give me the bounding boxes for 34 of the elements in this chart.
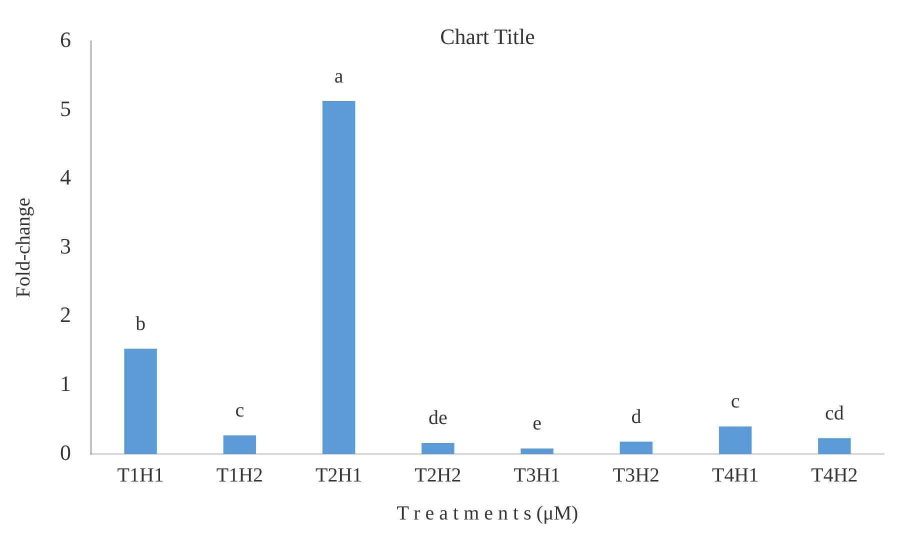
bar <box>718 426 752 454</box>
annotation: e <box>532 412 542 435</box>
bar <box>223 435 256 454</box>
x-tick-label: T3H1 <box>514 464 560 486</box>
x-tick-label: T1H1 <box>117 464 164 486</box>
y-axis-title: Fold-change <box>12 198 34 298</box>
annotation: a <box>334 65 344 88</box>
annotation: d <box>631 406 642 428</box>
x-tick-label: T2H2 <box>414 464 462 486</box>
bar <box>520 448 554 454</box>
annotation: c <box>730 390 740 413</box>
y-tick-label: 3 <box>60 233 71 258</box>
x-tick-label: T4H1 <box>712 464 759 486</box>
x-tick-label: T1H2 <box>216 464 264 486</box>
x-tick-label: T3H2 <box>612 464 660 486</box>
x-tick-label: T2H1 <box>315 464 362 486</box>
y-tick-label: 0 <box>60 440 71 465</box>
y-tick-label: 1 <box>60 370 71 396</box>
chart-title: Chart Title <box>440 24 535 49</box>
y-tick-label: 4 <box>60 164 71 190</box>
y-tick-label: 6 <box>60 26 71 52</box>
bar <box>322 101 356 454</box>
bar <box>422 442 454 454</box>
y-tick-label: 2 <box>60 302 71 328</box>
bar <box>818 438 851 454</box>
x-tick-label: T4H2 <box>811 464 858 486</box>
y-tick-label: 5 <box>60 96 71 121</box>
annotation: cd <box>824 402 844 424</box>
x-axis-title: T r e a t m e n t s (μM) <box>396 502 578 524</box>
annotation: c <box>235 400 244 422</box>
annotation: de <box>428 407 448 430</box>
bar <box>620 442 653 454</box>
bar <box>124 348 157 454</box>
annotation: b <box>136 312 146 335</box>
